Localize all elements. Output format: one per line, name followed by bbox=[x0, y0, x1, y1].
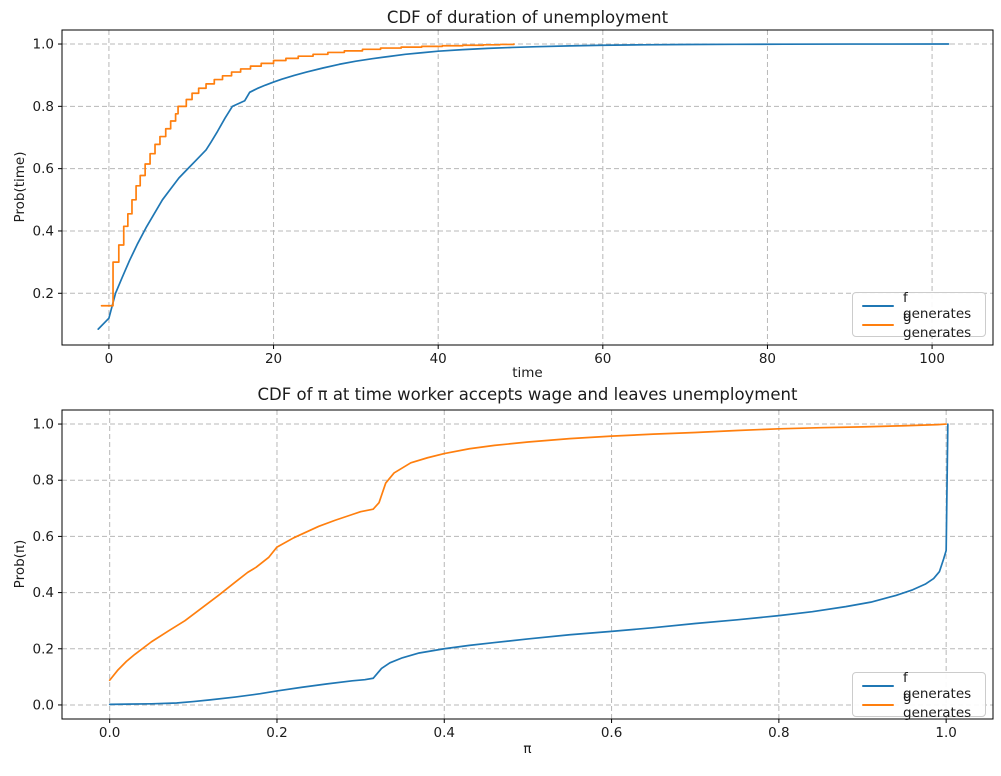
y-tick-label: 0.4 bbox=[33, 223, 54, 239]
y-tick-label: 0.2 bbox=[33, 641, 54, 657]
x-tick-label: 0.0 bbox=[99, 725, 120, 741]
y-tick-label: 0.0 bbox=[33, 697, 54, 713]
top-legend: f generates g generates bbox=[852, 290, 986, 341]
legend-label: f generates bbox=[903, 670, 972, 702]
legend-item: g generates bbox=[862, 309, 976, 341]
series-line-g-generates bbox=[100, 43, 515, 307]
x-tick-label: 100 bbox=[919, 351, 945, 367]
y-tick-label: 0.6 bbox=[33, 529, 54, 545]
top-chart-title: CDF of duration of unemployment bbox=[386, 8, 669, 27]
y-tick-label: 0.6 bbox=[33, 161, 54, 177]
y-tick-label: 0.8 bbox=[33, 473, 54, 489]
x-tick-label: 0.2 bbox=[266, 725, 287, 741]
legend-label: f generates bbox=[903, 290, 972, 322]
x-tick-label: 1.0 bbox=[935, 725, 956, 741]
x-tick-label: 40 bbox=[430, 351, 447, 367]
series-line-f-generates bbox=[108, 423, 949, 706]
x-tick-label: 0.6 bbox=[601, 725, 622, 741]
y-tick-label: 0.2 bbox=[33, 286, 54, 302]
y-tick-label: 0.8 bbox=[33, 99, 54, 115]
legend-label: g generates bbox=[903, 309, 972, 341]
legend-item: f generates bbox=[862, 670, 976, 702]
y-tick-label: 1.0 bbox=[33, 37, 54, 53]
x-tick-label: 0 bbox=[105, 351, 114, 367]
legend-line-sample-g-icon bbox=[862, 323, 894, 327]
legend-item: f generates bbox=[862, 290, 976, 322]
x-tick-label: 0.4 bbox=[434, 725, 455, 741]
x-axis-label-time: time bbox=[512, 365, 543, 381]
x-tick-label: 80 bbox=[759, 351, 776, 367]
x-axis-label-pi: π bbox=[523, 741, 532, 757]
legend-item: g generates bbox=[862, 689, 976, 721]
legend-label: g generates bbox=[903, 689, 972, 721]
axes-spines bbox=[61, 29, 994, 346]
bottom-legend: f generates g generates bbox=[852, 670, 986, 721]
legend-line-sample-f-icon bbox=[862, 684, 894, 688]
bottom-chart-title: CDF of π at time worker accepts wage and… bbox=[257, 385, 798, 404]
y-tick-label: 0.4 bbox=[33, 585, 54, 601]
x-tick-label: 20 bbox=[265, 351, 282, 367]
legend-line-sample-g-icon bbox=[862, 703, 894, 707]
x-tick-label: 60 bbox=[594, 351, 611, 367]
series-line-g-generates bbox=[108, 423, 948, 682]
axes-spines bbox=[61, 409, 994, 720]
x-tick-label: 0.8 bbox=[768, 725, 789, 741]
legend-line-sample-f-icon bbox=[862, 304, 894, 308]
series-line-f-generates bbox=[97, 43, 950, 330]
y-tick-label: 1.0 bbox=[33, 417, 54, 433]
